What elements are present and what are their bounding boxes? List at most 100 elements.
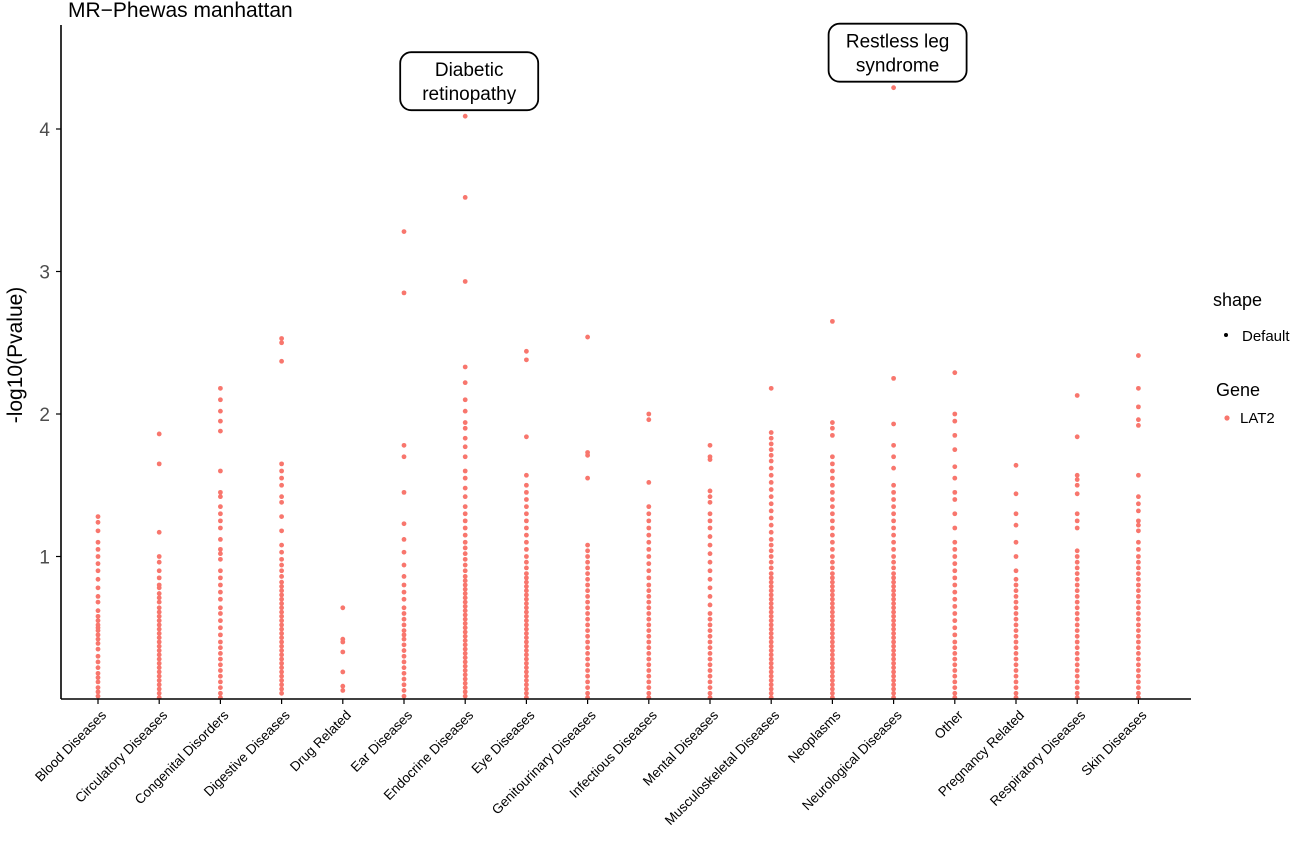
- data-point: [891, 592, 896, 598]
- data-point: [1013, 639, 1019, 645]
- data-point: [585, 679, 590, 685]
- data-point: [646, 690, 652, 696]
- data-point: [1013, 605, 1019, 611]
- data-point: [646, 594, 652, 599]
- data-point: [156, 643, 162, 649]
- data-point: [95, 528, 101, 534]
- data-point: [585, 559, 590, 565]
- data-point: [891, 618, 896, 624]
- data-point: [768, 472, 774, 478]
- data-point: [279, 562, 284, 568]
- data-point: [768, 618, 774, 624]
- data-point: [891, 504, 896, 510]
- data-point: [462, 633, 468, 639]
- data-point: [891, 613, 896, 619]
- y-tick-label-0: 1: [39, 548, 50, 569]
- data-point: [401, 676, 407, 682]
- data-point: [1136, 673, 1141, 679]
- data-point: [891, 626, 896, 632]
- data-point: [768, 441, 774, 447]
- data-point: [646, 651, 652, 656]
- data-point: [891, 584, 896, 589]
- y-axis-ticks: 1 2 3 4: [39, 120, 61, 569]
- data-point: [768, 430, 774, 435]
- data-point: [156, 585, 162, 591]
- data-point: [218, 556, 223, 562]
- data-point: [1013, 539, 1019, 545]
- data-point: [401, 622, 407, 628]
- data-point: [768, 656, 774, 662]
- data-point: [95, 641, 101, 646]
- data-point: [891, 518, 896, 524]
- data-point: [524, 588, 529, 594]
- data-point: [646, 546, 652, 552]
- data-point: [279, 592, 284, 598]
- data-point: [768, 565, 774, 571]
- data-point: [218, 589, 223, 595]
- data-point: [218, 679, 223, 685]
- data-point: [830, 432, 835, 438]
- data-point: [524, 575, 529, 581]
- data-point: [279, 678, 284, 683]
- data-point: [1074, 628, 1080, 633]
- data-point: [340, 669, 346, 675]
- legend-shape-title: shape: [1213, 290, 1262, 310]
- data-point: [1074, 645, 1080, 651]
- data-point: [218, 625, 223, 631]
- data-point: [830, 546, 835, 552]
- data-point: [891, 421, 896, 427]
- data-point: [401, 693, 407, 699]
- data-point: [707, 662, 713, 668]
- data-point: [830, 596, 835, 602]
- data-point: [95, 554, 101, 559]
- data-point: [891, 639, 896, 645]
- data-point: [462, 685, 468, 690]
- data-point: [830, 626, 835, 632]
- annotation-text-line: retinopathy: [422, 84, 517, 105]
- data-point: [156, 626, 162, 632]
- data-point: [95, 576, 101, 582]
- data-point: [830, 579, 835, 585]
- data-point: [891, 690, 896, 696]
- data-point: [830, 588, 835, 594]
- data-point: [1136, 522, 1141, 528]
- data-point: [279, 574, 284, 579]
- data-point: [768, 686, 774, 692]
- data-point: [830, 518, 835, 524]
- data-point: [585, 582, 590, 588]
- data-point: [95, 514, 101, 519]
- data-point: [707, 559, 713, 565]
- data-point: [768, 487, 774, 492]
- data-point: [646, 639, 652, 645]
- data-point: [95, 689, 101, 695]
- data-point: [1013, 685, 1019, 690]
- data-point: [156, 690, 162, 696]
- data-point: [1013, 690, 1019, 696]
- data-point: [646, 575, 652, 581]
- data-point: [891, 85, 896, 91]
- data-point: [462, 364, 468, 370]
- data-point: [952, 679, 958, 685]
- data-point: [891, 682, 896, 688]
- data-point: [830, 425, 835, 431]
- y-tick-label-2: 3: [39, 263, 50, 284]
- data-point: [462, 574, 468, 579]
- data-point: [830, 682, 835, 688]
- data-point: [95, 693, 101, 699]
- data-point: [279, 494, 284, 500]
- data-point: [891, 489, 896, 495]
- data-point: [401, 611, 407, 616]
- data-point: [646, 582, 652, 588]
- data-point: [830, 635, 835, 641]
- data-point: [1074, 599, 1080, 605]
- data-point: [891, 652, 896, 658]
- data-point: [524, 639, 529, 645]
- data-point: [1074, 668, 1080, 673]
- data-point: [340, 639, 346, 645]
- data-point: [1136, 588, 1141, 594]
- y-tick-label-1: 2: [39, 405, 50, 426]
- data-point: [524, 601, 529, 606]
- data-point: [1074, 651, 1080, 656]
